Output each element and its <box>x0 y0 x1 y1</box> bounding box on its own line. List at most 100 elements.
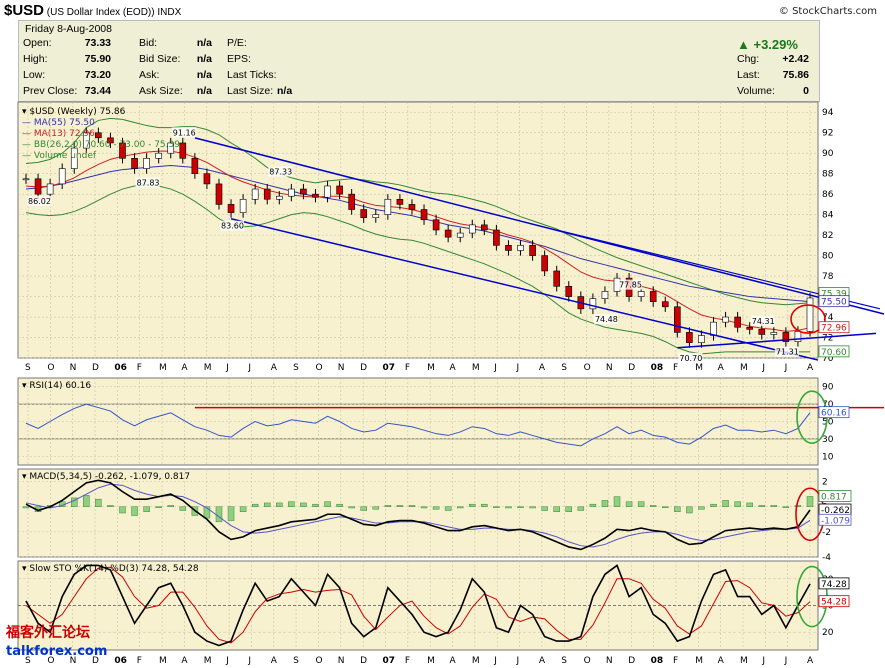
x-tick-label: J <box>247 363 251 373</box>
candle-body <box>698 335 705 343</box>
x-tick-label: 06 <box>114 363 127 373</box>
right-value-label: 54.28 <box>821 598 847 608</box>
quote-value: n/a <box>196 85 212 97</box>
x-tick-label-bottom: O <box>315 656 322 666</box>
x-tick-label: D <box>360 363 367 373</box>
macd-histogram-bar <box>143 506 150 512</box>
macd-histogram-bar <box>613 496 621 507</box>
x-tick-label: F <box>137 363 142 373</box>
quote-value: 73.44 <box>84 85 111 97</box>
macd-histogram-bar <box>276 502 283 507</box>
price-legend-item: — BB(26,2.0) 70.60 - 73.00 - 75.39 <box>22 140 180 150</box>
y-tick-label: 30 <box>822 435 834 445</box>
trend-line-support <box>677 332 877 349</box>
price-annotation: 87.83 <box>137 178 160 187</box>
candle-body <box>22 178 30 181</box>
x-tick-label: O <box>315 363 322 373</box>
x-tick-label-bottom: J <box>516 656 520 666</box>
macd-histogram-bar <box>263 502 271 507</box>
y-tick-label: 70 <box>822 354 834 364</box>
x-tick-label: M <box>472 363 480 373</box>
y-tick-label: 70 <box>822 400 834 410</box>
right-value-label: 75.50 <box>821 298 847 308</box>
x-tick-label-bottom: J <box>247 656 251 666</box>
quote-label: P/E: <box>227 37 247 49</box>
x-tick-label: D <box>628 363 635 373</box>
x-tick-label: J <box>761 363 765 373</box>
quote-value: 73.33 <box>84 37 111 49</box>
y-tick-label: 82 <box>822 231 833 241</box>
x-tick-label-bottom: F <box>673 656 678 666</box>
x-tick-label-bottom: J <box>761 656 765 666</box>
y-tick-label: 20 <box>822 628 834 638</box>
macd-histogram-bar <box>662 506 669 508</box>
macd-histogram-bar <box>203 506 211 519</box>
macd-histogram-bar <box>806 496 814 507</box>
x-tick-label: J <box>225 363 229 373</box>
candle-body <box>746 326 753 330</box>
candle-body <box>360 209 368 219</box>
symbol-name: (US Dollar Index (EOD)) <box>46 7 155 18</box>
macd-histogram-bar <box>782 506 790 508</box>
candle-body <box>637 291 645 297</box>
annotation-bg <box>27 195 52 206</box>
price-annotation: 83.60 <box>221 222 244 231</box>
x-tick-label: J <box>516 363 520 373</box>
x-tick-label: S <box>561 363 567 373</box>
y-tick-label: 86 <box>822 190 834 200</box>
macd-histogram-bar <box>227 506 235 521</box>
macd-line <box>25 479 811 551</box>
right-value-box <box>818 295 850 308</box>
x-tick-label: N <box>338 363 345 373</box>
x-tick-label-bottom: A <box>539 656 546 666</box>
quote-label: Bid Size: <box>139 53 181 65</box>
right-value-label: 60.16 <box>821 409 847 419</box>
annotation-bg <box>135 177 160 188</box>
rsi-line <box>25 403 811 447</box>
x-tick-label: A <box>450 363 457 373</box>
y-tick-label: 78 <box>822 272 834 282</box>
x-tick-label: 07 <box>382 363 395 373</box>
candle-body <box>794 331 802 342</box>
chg-value: +2.42 <box>782 53 809 65</box>
x-tick-label: N <box>70 363 77 373</box>
price-legend-item: — MA(13) 72.96 <box>22 129 95 139</box>
x-tick-label-bottom: N <box>338 656 345 666</box>
candle-body <box>481 224 488 231</box>
chg-label: Chg: <box>737 53 760 65</box>
change-percent: ▲ +3.29% <box>737 37 798 52</box>
x-tick-label-bottom: D <box>628 656 635 666</box>
quote-date: Friday 8-Aug-2008 <box>25 23 112 35</box>
quote-value: n/a <box>196 37 212 49</box>
x-tick-label-bottom: M <box>695 656 703 666</box>
price-annotation: 86.02 <box>28 197 51 206</box>
x-tick-label: O <box>584 363 591 373</box>
x-tick-label: 08 <box>651 363 664 373</box>
exchange: INDX <box>157 7 182 18</box>
x-tick-label-bottom: S <box>561 656 567 666</box>
macd-histogram-bar <box>481 503 488 507</box>
quote-value: 73.20 <box>84 69 111 81</box>
candle-body <box>34 178 42 195</box>
x-tick-label-bottom: O <box>584 656 591 666</box>
x-tick-label-bottom: J <box>493 656 497 666</box>
macd-histogram-bar <box>601 500 609 507</box>
x-tick-label: A <box>271 363 278 373</box>
candle-body <box>468 224 476 234</box>
quote-label: EPS: <box>227 53 251 65</box>
price-annotation: 74.31 <box>752 317 775 326</box>
candle-body <box>288 188 295 197</box>
price-annotation: 71.31 <box>776 348 799 357</box>
right-value-box <box>818 345 850 358</box>
right-value-label: 70.60 <box>821 348 847 358</box>
y-tick-label: 80 <box>822 252 834 262</box>
annotation-bg <box>678 352 703 363</box>
x-tick-label: F <box>405 363 410 373</box>
x-tick-label-bottom: D <box>360 656 367 666</box>
x-tick-label-bottom: M <box>472 656 480 666</box>
y-tick-label: 92 <box>822 129 833 139</box>
stockcharts-credit[interactable]: © StockCharts.com <box>778 6 877 17</box>
candle-body <box>710 321 717 336</box>
right-value-box <box>818 595 850 608</box>
macd-histogram-bar <box>565 506 573 512</box>
